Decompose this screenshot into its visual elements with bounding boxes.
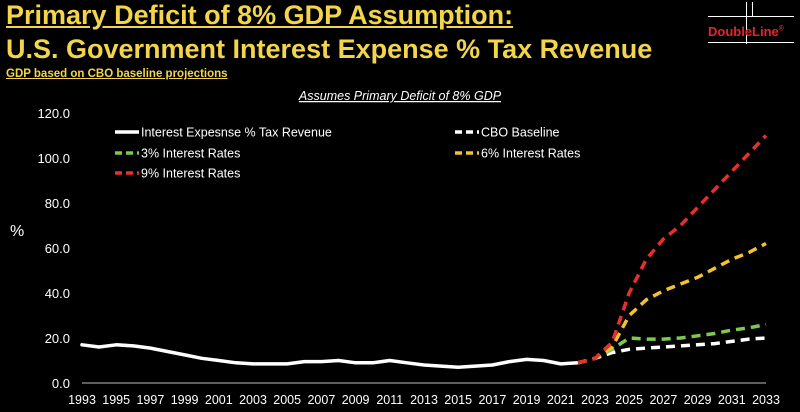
y-tick-label: 0.0: [52, 376, 70, 391]
legend-label-4: 9% Interest Rates: [141, 167, 240, 181]
series-line-2: [577, 322, 767, 365]
logo-rule-bottom: [708, 42, 794, 43]
x-tick-label: 1993: [68, 393, 96, 407]
y-axis-label: %: [10, 223, 24, 240]
legend-label-0: Interest Expesnse % Tax Revenue: [141, 126, 332, 140]
x-tick-label: 2001: [205, 393, 233, 407]
x-tick-label: 2005: [273, 393, 301, 407]
series-line-4: [577, 134, 768, 365]
y-tick-label: 20.0: [45, 331, 70, 346]
page-subtitle: GDP based on CBO baseline projections: [6, 68, 228, 80]
page-title-line2: U.S. Government Interest Expense % Tax R…: [6, 34, 653, 64]
page-title: Primary Deficit of 8% GDP Assumption:: [6, 0, 514, 30]
logo-rule-vertical-2: [752, 2, 753, 16]
y-tick-label: 60.0: [45, 241, 70, 256]
series-line-3: [577, 241, 767, 365]
y-tick-label: 80.0: [45, 196, 70, 211]
logo-wordmark: DoubleLine: [708, 24, 779, 39]
chart-title: Assumes Primary Deficit of 8% GDP: [298, 89, 502, 103]
y-tick-label: 40.0: [45, 286, 70, 301]
x-tick-label: 2013: [410, 393, 438, 407]
x-tick-label: 2015: [444, 393, 472, 407]
x-tick-label: 2021: [547, 393, 575, 407]
legend-label-1: CBO Baseline: [481, 126, 560, 140]
logo-rule-top: [708, 16, 794, 17]
x-tick-label: 1999: [171, 393, 199, 407]
x-tick-label: 2027: [649, 393, 677, 407]
x-tick-label: 2025: [615, 393, 643, 407]
x-tick-label: 2029: [684, 393, 712, 407]
x-tick-label: 2007: [307, 393, 335, 407]
x-tick-label: 2023: [581, 393, 609, 407]
x-tick-label: 2011: [376, 393, 403, 407]
series-line-1: [577, 336, 767, 365]
legend-label-2: 3% Interest Rates: [141, 147, 240, 161]
logo-registered-mark: ®: [778, 25, 784, 33]
x-tick-label: 1997: [136, 393, 164, 407]
x-tick-label: 2033: [752, 393, 780, 407]
x-tick-label: 2019: [513, 393, 541, 407]
x-tick-label: 2031: [718, 393, 746, 407]
y-tick-label: 100.0: [37, 151, 70, 166]
series-line-0: [80, 343, 580, 370]
x-tick-label: 2003: [239, 393, 267, 407]
logo-text: DoubleLine®: [708, 24, 784, 39]
logo-rule-vertical: [746, 2, 747, 44]
x-tick-label: 2009: [342, 393, 370, 407]
x-tick-label: 2017: [478, 393, 506, 407]
y-tick-label: 120.0: [37, 106, 70, 121]
legend-label-3: 6% Interest Rates: [481, 147, 580, 161]
x-tick-label: 1995: [102, 393, 130, 407]
